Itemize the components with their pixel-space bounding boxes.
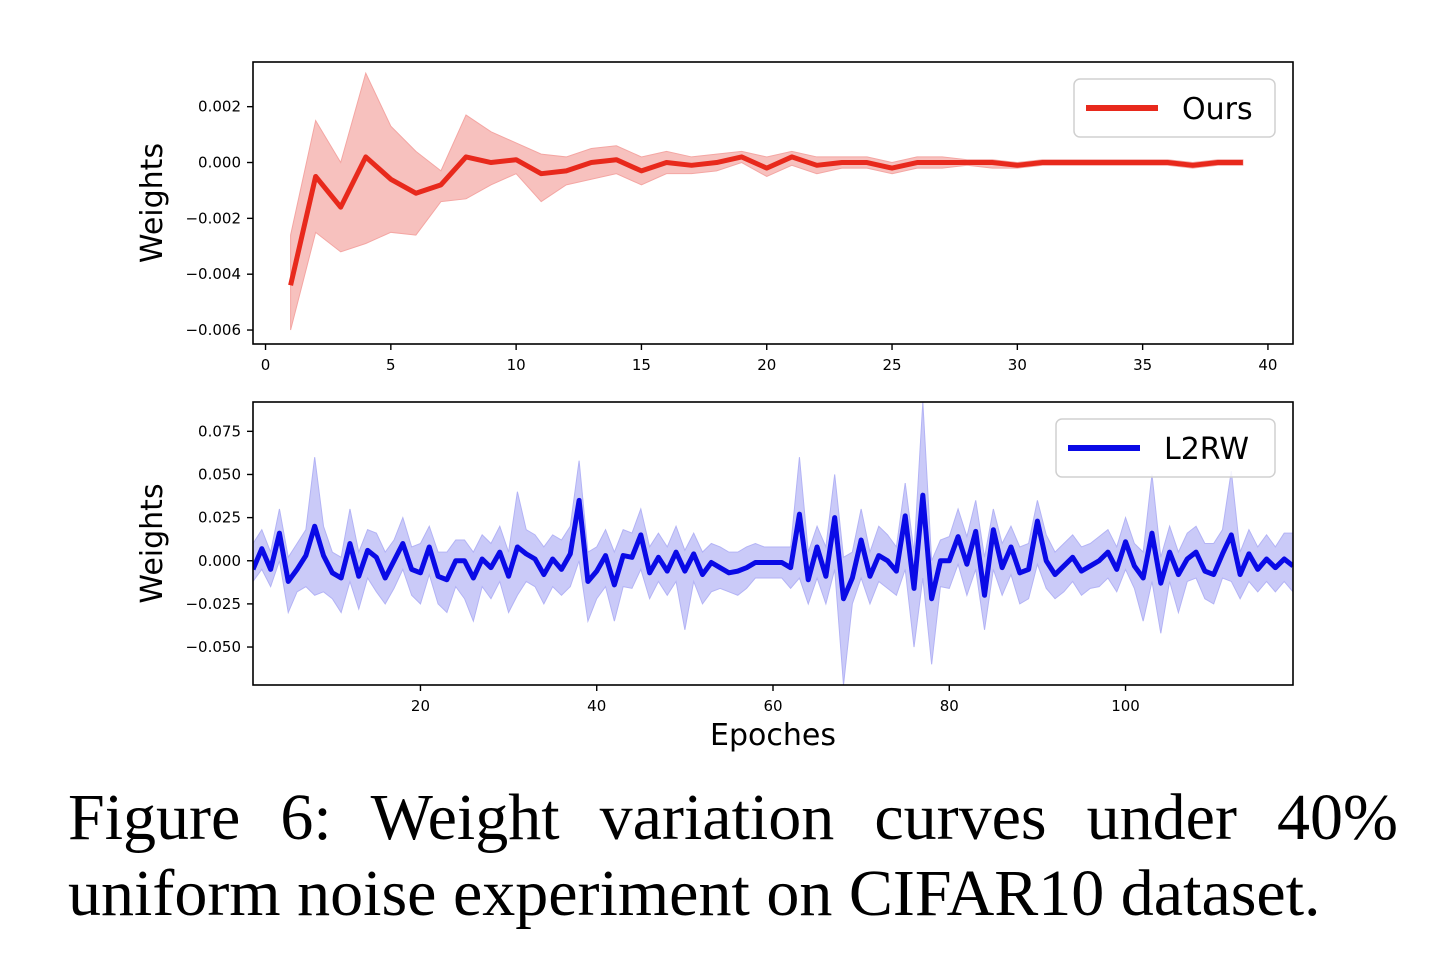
legend-label: Ours (1182, 92, 1253, 127)
legend-box (1055, 418, 1276, 478)
x-tick-label: 25 (882, 356, 901, 374)
x-tick-label: 35 (1133, 356, 1152, 374)
x-tick-label: 20 (411, 697, 430, 715)
series-line-l2rw (253, 492, 1293, 602)
legend-box (1073, 78, 1276, 138)
legend: L2RW (1055, 418, 1276, 478)
series-line-ours (288, 154, 1243, 286)
y-tick-label: −0.004 (185, 265, 241, 283)
y-tick-label: 0.000 (198, 552, 241, 570)
y-tick-label: 0.050 (198, 465, 241, 483)
plot-area (288, 71, 1244, 331)
x-tick-label: 20 (757, 356, 776, 374)
y-tick-label: 0.000 (198, 154, 241, 172)
y-tick-label: −0.025 (185, 595, 241, 613)
x-tick-label: 15 (632, 356, 651, 374)
figure-caption: Figure 6: Weight variation curves under … (68, 781, 1398, 930)
panel-bottom: 20 40 60 80 100 0.075 0.050 0.025 0.000 −0.025 −0.… (135, 401, 1294, 753)
y-axis-label: Weights (135, 143, 170, 263)
legend: Ours (1073, 78, 1276, 138)
x-tick-label: 40 (1258, 356, 1277, 374)
confidence-band-l2rw (253, 402, 1293, 685)
x-tick-label: 0 (261, 356, 271, 374)
x-tick-label: 100 (1111, 697, 1140, 715)
y-tick-label: −0.002 (185, 209, 241, 227)
y-tick-label: 0.075 (198, 422, 241, 440)
panel-top: 0 5 10 15 20 25 30 35 40 0.002 0.000 −0.002 −0.004 −0… (135, 61, 1294, 374)
y-tick-label: 0.002 (198, 98, 241, 116)
x-tick-label: 80 (940, 697, 959, 715)
axes-frame (252, 61, 1294, 345)
y-tick-label: −0.050 (185, 638, 241, 656)
x-tick-label: 60 (763, 697, 782, 715)
plot-area (253, 402, 1293, 685)
y-tick-label: 0.025 (198, 509, 241, 527)
y-tick-label: −0.006 (185, 321, 241, 339)
y-axis-label: Weights (135, 483, 170, 603)
legend-label: L2RW (1164, 432, 1249, 467)
x-axis-label: Epoches (710, 718, 836, 753)
x-tick-label: 30 (1008, 356, 1027, 374)
x-tick-label: 10 (507, 356, 526, 374)
confidence-band-ours (290, 71, 1244, 331)
x-tick-label: 5 (386, 356, 396, 374)
x-tick-label: 40 (587, 697, 606, 715)
